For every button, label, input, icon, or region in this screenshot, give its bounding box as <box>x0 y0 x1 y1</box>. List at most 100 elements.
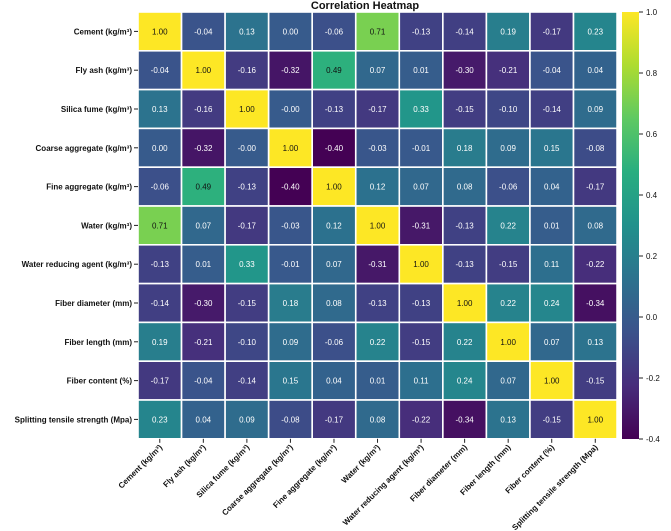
heatmap-cell <box>354 244 401 285</box>
heatmap-cell <box>485 321 531 362</box>
heatmap-cell <box>529 399 575 440</box>
heatmap-cell <box>180 244 226 285</box>
heatmap-grid: 1.00 -0.04 0.13 0.00 -0.06 0.71 -0.13 -0.14 0.19… <box>137 11 618 440</box>
cell-value-label: 0.07 <box>370 66 386 75</box>
heatmap-cell <box>572 399 618 440</box>
cell-value-label: 0.13 <box>152 105 168 114</box>
cell-value-label: 0.71 <box>152 221 168 230</box>
colorbar-tick-label: -0.4 <box>646 435 660 444</box>
heatmap-cell <box>267 205 313 246</box>
colorbar-tick-label: 1.0 <box>646 8 658 17</box>
row-label: Silica fume (kg/m³) <box>61 105 132 114</box>
heatmap-cell <box>224 321 270 362</box>
heatmap-cell <box>398 88 444 130</box>
cell-value-label: -0.15 <box>456 105 475 114</box>
cell-value-label: 0.19 <box>500 27 516 36</box>
row-label: Coarse aggregate (kg/m³) <box>36 144 133 153</box>
cell-value-label: -0.13 <box>151 260 170 269</box>
row-labels: Cement (kg/m³) Fly ash (kg/m³) Silica fume… <box>15 27 138 424</box>
heatmap-cell <box>137 321 183 362</box>
heatmap-cell <box>180 399 226 440</box>
cell-value-label: 0.01 <box>413 66 429 75</box>
cell-value-label: -0.21 <box>499 66 518 75</box>
heatmap-cell <box>572 321 618 362</box>
cell-value-label: 0.18 <box>457 144 473 153</box>
cell-value-label: -0.04 <box>194 27 213 36</box>
cell-value-label: -0.16 <box>238 66 257 75</box>
cell-value-label: -0.01 <box>281 260 300 269</box>
heatmap-cell <box>267 282 313 324</box>
heatmap-cell <box>354 399 401 440</box>
heatmap-cell <box>311 360 357 401</box>
heatmap-cell <box>354 11 401 52</box>
heatmap-cell <box>572 88 618 130</box>
heatmap-cell <box>442 244 488 285</box>
cell-value-label: -0.17 <box>151 377 170 386</box>
cell-value-label: 0.23 <box>152 415 168 424</box>
cell-value-label: 0.08 <box>370 415 386 424</box>
cell-value-label: 1.00 <box>544 377 560 386</box>
column-label: Water (kg/m³) <box>340 443 383 486</box>
heatmap-cell <box>572 282 618 324</box>
cell-value-label: 1.00 <box>457 299 473 308</box>
cell-value-label: 1.00 <box>283 144 299 153</box>
cell-value-label: -0.15 <box>499 260 518 269</box>
heatmap-cell <box>267 360 313 401</box>
cell-value-label: -0.22 <box>412 415 431 424</box>
heatmap-cell <box>442 321 488 362</box>
row-label: Fine aggregate (kg/m³) <box>46 183 132 192</box>
cell-value-label: 1.00 <box>370 221 386 230</box>
cell-value-label: 0.07 <box>544 338 560 347</box>
heatmap-cell <box>442 49 488 91</box>
cell-value-label: -0.15 <box>412 338 431 347</box>
cell-value-label: 0.07 <box>413 183 429 192</box>
cell-value-label: -0.17 <box>238 221 257 230</box>
heatmap-cell <box>398 321 444 362</box>
cell-value-label: 1.00 <box>239 105 255 114</box>
heatmap-cell <box>485 205 531 246</box>
cell-value-label: 0.07 <box>196 221 212 230</box>
cell-value-label: 0.04 <box>326 377 342 386</box>
cell-value-label: 0.09 <box>587 105 603 114</box>
cell-value-label: 1.00 <box>152 27 168 36</box>
cell-value-label: 0.22 <box>457 338 473 347</box>
cell-value-label: 0.18 <box>283 299 299 308</box>
column-label: Water reducing agent (kg/m³) <box>341 443 426 528</box>
cell-value-label: 0.24 <box>457 377 473 386</box>
cell-value-label: -0.06 <box>151 183 170 192</box>
cell-value-label: -0.08 <box>586 144 605 153</box>
cell-value-label: -0.00 <box>238 144 257 153</box>
cell-value-label: -0.13 <box>325 105 344 114</box>
cell-value-label: 0.08 <box>326 299 342 308</box>
heatmap-cell <box>180 166 226 207</box>
column-label: Coarse aggregate (kg/m³) <box>220 443 295 518</box>
column-label: Cement (kg/m³) <box>117 443 165 491</box>
cell-value-label: 0.13 <box>587 338 603 347</box>
heatmap-cell <box>137 49 183 91</box>
heatmap-cell <box>137 166 183 207</box>
cell-value-label: -0.32 <box>194 144 213 153</box>
heatmap-cell <box>442 282 488 324</box>
cell-value-label: -0.06 <box>499 183 518 192</box>
row-label: Fiber diameter (mm) <box>55 299 132 308</box>
heatmap-cell <box>224 49 270 91</box>
colorbar-tick-label: 0.8 <box>646 69 658 78</box>
colorbar-tick-label: 0.0 <box>646 313 658 322</box>
cell-value-label: -0.30 <box>456 66 475 75</box>
cell-value-label: 0.01 <box>544 221 560 230</box>
heatmap-cell <box>137 282 183 324</box>
heatmap-cell <box>224 244 270 285</box>
cell-value-label: -0.13 <box>412 299 431 308</box>
cell-value-label: -0.17 <box>368 105 387 114</box>
cell-value-label: 0.13 <box>239 27 255 36</box>
column-labels: Cement (kg/m³)Fly ash (kg/m³)Silica fume… <box>117 438 600 531</box>
cell-value-label: -0.01 <box>412 144 431 153</box>
cell-value-label: -0.13 <box>368 299 387 308</box>
cell-value-label: 0.09 <box>500 144 516 153</box>
cell-value-label: -0.14 <box>456 27 475 36</box>
cell-value-label: -0.40 <box>281 183 300 192</box>
cell-value-label: 0.24 <box>544 299 560 308</box>
cell-value-label: -0.15 <box>238 299 257 308</box>
heatmap-cell <box>572 205 618 246</box>
cell-value-label: -0.04 <box>151 66 170 75</box>
